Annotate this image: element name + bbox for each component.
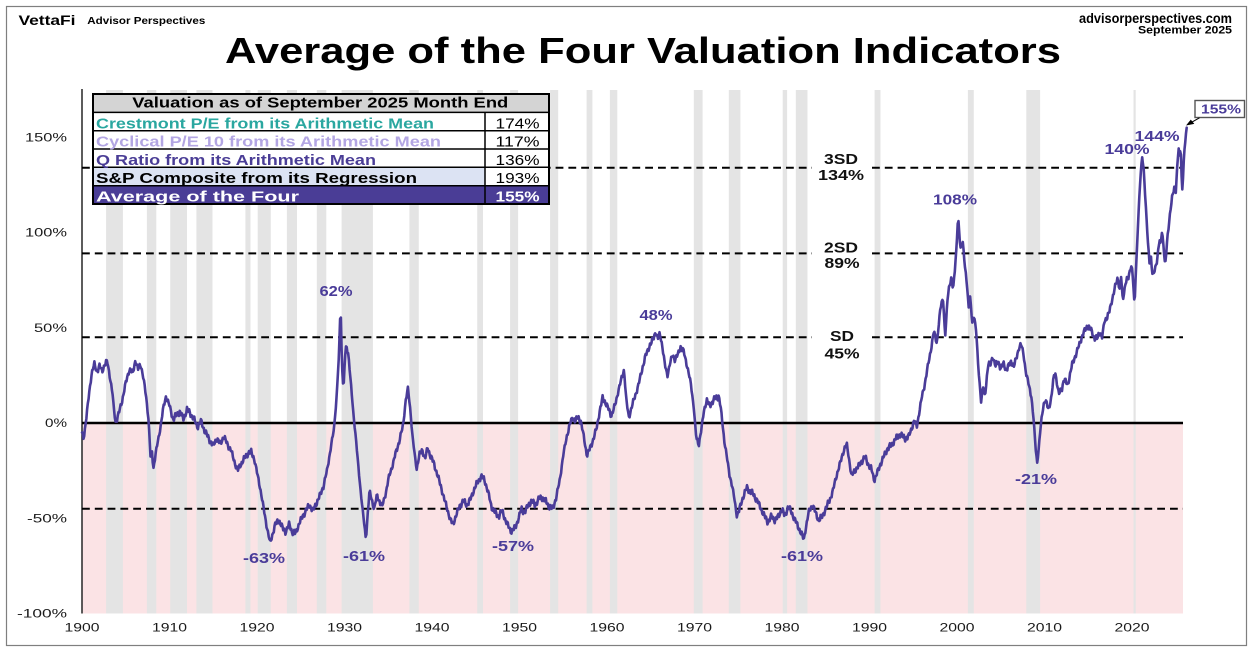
svg-text:174%: 174% (496, 115, 540, 132)
svg-text:Advisor Perspectives: Advisor Perspectives (87, 15, 205, 27)
svg-text:September 2025: September 2025 (1138, 25, 1232, 37)
svg-text:2010: 2010 (1027, 623, 1062, 635)
svg-text:134%: 134% (818, 168, 864, 184)
svg-text:108%: 108% (933, 193, 977, 209)
svg-text:144%: 144% (1135, 129, 1180, 145)
svg-text:1970: 1970 (677, 623, 712, 635)
svg-text:Q Ratio from its Arithmetic Me: Q Ratio from its Arithmetic Mean (96, 153, 376, 169)
svg-text:140%: 140% (1105, 142, 1150, 158)
svg-text:1990: 1990 (852, 623, 887, 635)
svg-text:Average of the Four: Average of the Four (96, 190, 300, 206)
svg-text:advisorperspectives.com: advisorperspectives.com (1079, 11, 1232, 26)
svg-text:50%: 50% (34, 321, 67, 335)
svg-text:1940: 1940 (415, 623, 450, 635)
svg-text:1920: 1920 (240, 623, 275, 635)
svg-text:-61%: -61% (781, 549, 823, 565)
svg-text:2SD: 2SD (824, 241, 858, 257)
svg-text:62%: 62% (320, 284, 353, 300)
svg-text:1960: 1960 (590, 623, 625, 635)
svg-text:-63%: -63% (243, 551, 285, 567)
svg-text:48%: 48% (640, 308, 673, 324)
svg-text:1910: 1910 (152, 623, 187, 635)
svg-text:136%: 136% (496, 152, 540, 169)
svg-text:1980: 1980 (765, 623, 800, 635)
svg-text:100%: 100% (25, 226, 67, 240)
svg-text:89%: 89% (825, 256, 860, 272)
svg-text:Valuation as of September 2025: Valuation as of September 2025 Month End (132, 95, 508, 111)
svg-text:150%: 150% (25, 130, 67, 144)
svg-text:155%: 155% (1201, 102, 1242, 117)
svg-text:2000: 2000 (940, 623, 975, 635)
svg-text:S&P Composite from its Regress: S&P Composite from its Regression (96, 171, 417, 187)
svg-text:Average of the Four Valuation: Average of the Four Valuation Indicators (225, 30, 1061, 71)
svg-text:0%: 0% (45, 416, 67, 430)
svg-text:VettaFi: VettaFi (19, 13, 76, 28)
svg-text:117%: 117% (496, 134, 540, 151)
svg-text:-100%: -100% (17, 607, 67, 621)
svg-text:1930: 1930 (327, 623, 362, 635)
svg-text:-50%: -50% (27, 512, 67, 526)
svg-text:3SD: 3SD (824, 152, 858, 168)
svg-text:Cyclical P/E 10 from its Arith: Cyclical P/E 10 from its Arithmetic Mean (96, 135, 441, 151)
svg-text:-57%: -57% (492, 539, 534, 555)
svg-text:155%: 155% (496, 189, 540, 206)
svg-text:-21%: -21% (1015, 472, 1057, 488)
svg-text:-61%: -61% (343, 549, 385, 565)
svg-text:2020: 2020 (1115, 623, 1150, 635)
svg-text:1900: 1900 (65, 623, 100, 635)
svg-text:193%: 193% (496, 170, 540, 187)
svg-text:SD: SD (830, 329, 854, 345)
svg-text:Crestmont P/E from its Arithme: Crestmont P/E from its Arithmetic Mean (96, 116, 434, 132)
svg-text:1950: 1950 (502, 623, 537, 635)
svg-text:45%: 45% (825, 347, 860, 363)
